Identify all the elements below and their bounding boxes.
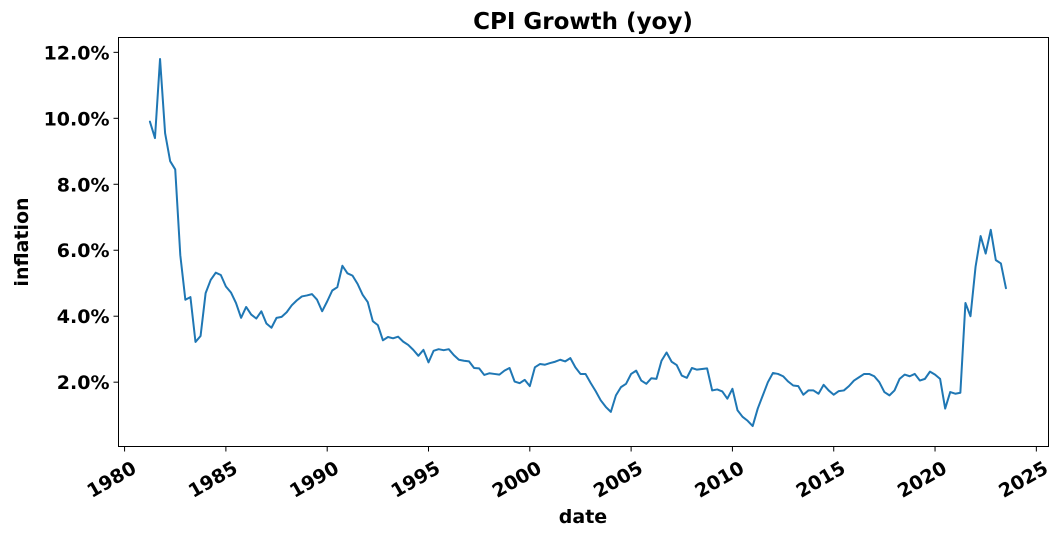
x-tick-label: 1980	[83, 457, 140, 502]
x-tick-label: 2025	[995, 457, 1052, 502]
x-axis-label: date	[559, 506, 607, 528]
y-tick-label: 6.0%	[57, 240, 110, 262]
x-tick-label: 2010	[691, 457, 748, 502]
plot-area	[118, 37, 1049, 447]
y-tick-label: 4.0%	[57, 306, 110, 328]
y-axis: 2.0% 4.0% 6.0% 8.0% 10.0% 12.0%	[44, 42, 119, 394]
y-tick-label: 2.0%	[57, 372, 110, 394]
y-tick-label: 10.0%	[44, 108, 110, 130]
y-tick-label: 12.0%	[44, 42, 110, 64]
x-tick-label: 2005	[590, 457, 647, 502]
x-tick-label: 2000	[489, 457, 546, 502]
y-tick-label: 8.0%	[57, 174, 110, 196]
chart-title: CPI Growth (yoy)	[473, 9, 693, 35]
x-tick-label: 2015	[793, 457, 850, 502]
y-axis-label: inflation	[11, 197, 33, 286]
series-line	[148, 57, 1007, 428]
x-axis: 1980 1985 1990 1995 2000 2005 2010 2015 2020 2025	[83, 446, 1052, 503]
x-tick-label: 1995	[387, 457, 444, 502]
x-tick-label: 1985	[185, 457, 242, 502]
x-tick-label: 2020	[894, 457, 951, 502]
x-tick-label: 1990	[286, 457, 343, 502]
